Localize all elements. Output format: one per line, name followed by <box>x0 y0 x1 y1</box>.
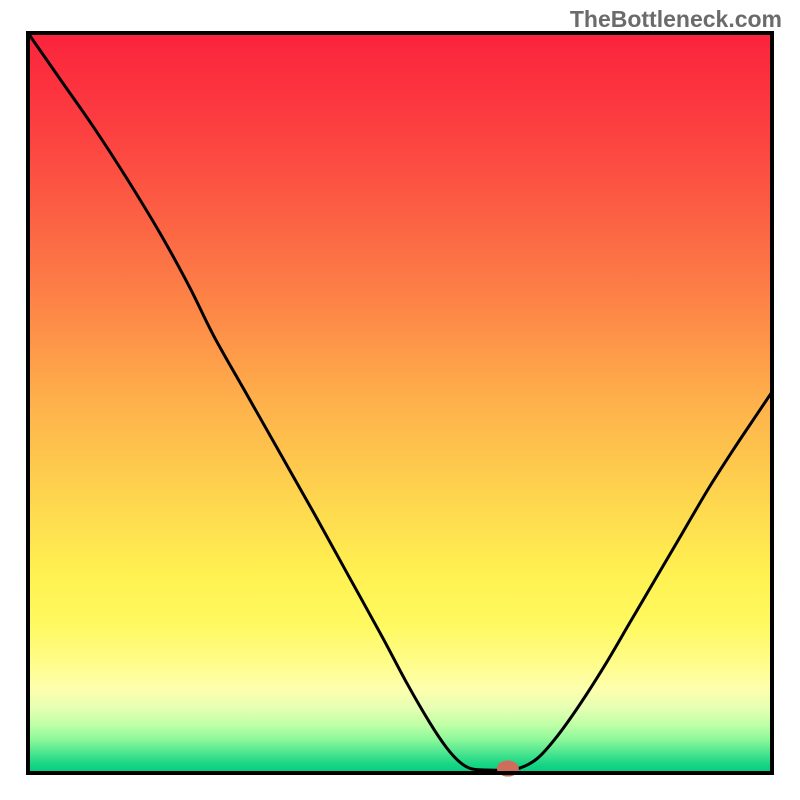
watermark-text: TheBottleneck.com <box>570 6 782 33</box>
chart-background <box>28 33 772 773</box>
chart-container: TheBottleneck.com <box>0 0 800 800</box>
bottleneck-chart-svg <box>0 0 800 800</box>
